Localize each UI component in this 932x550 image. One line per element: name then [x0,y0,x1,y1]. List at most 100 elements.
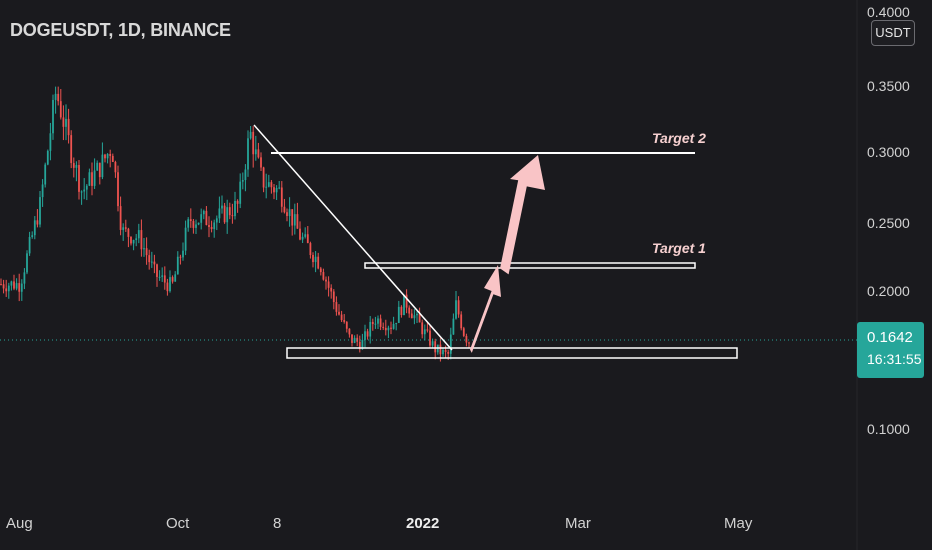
candle-body [119,206,122,230]
candle-body [158,276,161,278]
candle-body [249,131,252,139]
candle-body [10,281,13,286]
candle-body [364,331,366,340]
target-1-label: Target 1 [652,240,706,256]
candle-body [176,256,179,275]
candle-body [338,311,340,315]
candle-body [161,275,164,277]
candle-body [247,138,249,170]
candle-body [275,187,278,193]
candle-body [457,300,460,315]
candle-body [426,329,429,331]
candle-body [57,93,60,102]
candle-body [390,327,392,329]
candle-body [312,254,314,263]
y-tick-label: 0.3000 [867,144,910,160]
candle-body [171,277,174,282]
candle-body [431,341,434,346]
candle-body [400,306,403,316]
candle-body [384,327,387,331]
candle-body [371,321,374,325]
candle-body [252,131,255,155]
candle-body [382,326,385,328]
current-price-value: 0.1642 [867,329,913,346]
x-tick-label: Oct [166,515,190,532]
y-tick-label: 0.2000 [867,283,910,299]
candle-body [85,185,88,190]
target-2-label: Target 2 [652,130,706,146]
candle-body [418,313,421,323]
candle-body [228,207,231,216]
candle-body [137,230,140,239]
candle-body [197,222,200,225]
trend-line[interactable] [253,124,453,351]
candle-body [28,237,31,254]
candle-body [270,182,273,188]
candle-body [46,150,49,165]
y-axis[interactable]: 0.4000 0.3500 0.3000 0.2500 0.2000 0.100… [867,4,910,437]
candle-body [70,135,73,164]
candle-body [5,288,8,292]
candle-body [39,197,41,225]
candle-body [325,279,327,282]
candle-body [20,283,23,292]
candle-body [265,186,268,188]
candle-body [124,227,127,229]
candle-body [184,227,187,251]
candle-body [122,227,125,230]
projection-arrow-2[interactable] [500,155,545,275]
candle-body [18,283,21,292]
candle-body [348,328,351,335]
candle-body [132,239,135,244]
x-axis[interactable]: Aug Oct 8 2022 Mar May [6,515,753,532]
candle-body [257,149,260,158]
candle-body [93,170,96,186]
candle-body [387,327,390,331]
candle-body [36,220,39,225]
candle-body [278,187,281,189]
candle-body [83,189,86,192]
candle-body [429,330,431,346]
candle-body [356,337,359,342]
candle-body [41,184,44,198]
candle-body [283,206,286,213]
candle-body [314,256,317,263]
candle-body [62,117,65,127]
candle-body [410,313,413,319]
candle-body [439,344,442,355]
candle-body [174,274,177,282]
candle-body [166,282,169,292]
candle-body [369,321,372,337]
symbol-title[interactable]: DOGEUSDT, 1D, BINANCE [10,20,231,40]
candle-body [114,161,117,173]
x-tick-label: 8 [273,515,281,532]
candle-body [330,287,333,292]
projection-arrow-1[interactable] [470,265,501,353]
candle-body [465,335,468,343]
candle-body [2,284,5,289]
support-zone[interactable] [286,347,738,359]
target-1-zone[interactable] [364,262,696,269]
candle-body [403,294,405,316]
candle-body [109,153,112,156]
candle-body [416,313,418,316]
candle-body [130,236,132,244]
y-tick-label: 0.2500 [867,215,910,231]
currency-button[interactable]: USDT [871,20,915,46]
candle-body [377,318,379,324]
candle-body [241,180,244,182]
y-tick-label: 0.1000 [867,421,910,437]
candle-body [280,187,283,207]
candle-body [26,253,28,273]
candle-body [101,154,104,178]
x-tick-label: Mar [565,515,591,532]
candle-body [299,228,301,240]
candle-body [405,294,408,308]
candle-body [273,187,275,193]
candle-body [452,318,455,335]
candle-body [202,210,205,215]
candle-body [309,243,312,255]
candle-body [33,220,36,236]
